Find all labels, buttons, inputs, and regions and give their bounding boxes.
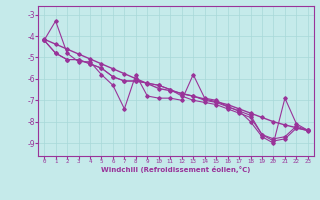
X-axis label: Windchill (Refroidissement éolien,°C): Windchill (Refroidissement éolien,°C)	[101, 166, 251, 173]
